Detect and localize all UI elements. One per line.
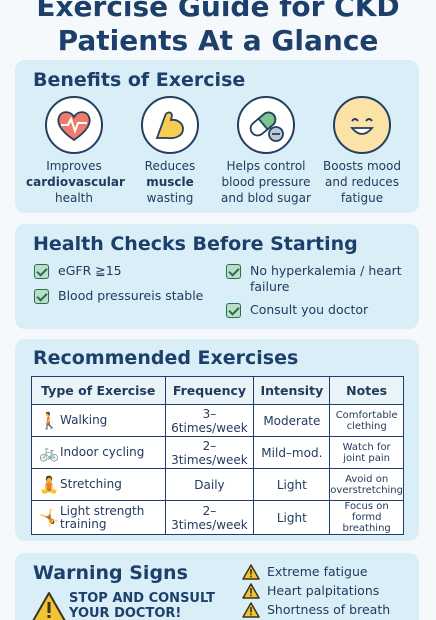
table-row: 🤸Light strength training 2–3times/week L… <box>31 500 404 535</box>
warning-icon <box>242 602 260 618</box>
check-egfr: eGFR ≧15 <box>58 263 122 278</box>
flexed-arm-icon <box>141 96 199 154</box>
warning-icon <box>242 583 260 599</box>
health-checks-heading: Health Checks Before Starting <box>33 233 358 255</box>
exercise-table: Type of Exercise Frequency Intensity Not… <box>31 376 404 535</box>
smiley-icon <box>333 96 391 154</box>
benefit-muscle: Reduces muscle wasting <box>122 96 218 206</box>
check-icon <box>226 303 241 318</box>
heart-pulse-icon <box>45 96 103 154</box>
stretching-icon: 🧘 <box>39 475 59 494</box>
title-line-2: Patients At a Glance <box>57 24 379 57</box>
bicycle-icon: 🚲 <box>39 443 59 462</box>
title-line-1: Exercise Guide for CKD <box>36 0 400 23</box>
warning-card: Warning Signs STOP AND CONSULT YOUR DOCT… <box>15 553 419 620</box>
warning-sign: Extreme fatigue <box>267 564 368 579</box>
benefit-mood: Boosts mood and reduces fatigue <box>314 96 410 206</box>
column-header: Notes <box>329 376 404 405</box>
column-header: Frequency <box>164 376 255 405</box>
page-title: Exercise Guide for CKD Patients At a Gla… <box>0 0 436 58</box>
pill-icon <box>237 96 295 154</box>
benefit-cardiovascular: Improves cardiovascular health <box>26 96 125 206</box>
table-row: 🚶Walking 3–6times/week Moderate Comforta… <box>31 404 404 437</box>
warning-icon <box>32 592 66 620</box>
warning-sign: Heart palpitations <box>267 583 380 598</box>
column-header: Intensity <box>253 376 331 405</box>
exercises-card: Recommended Exercises Type of Exercise F… <box>15 339 419 541</box>
warning-heading: Warning Signs <box>33 562 188 584</box>
column-header: Type of Exercise <box>31 376 166 405</box>
check-consult-doctor: Consult you doctor <box>250 302 369 317</box>
walking-icon: 🚶 <box>39 411 59 430</box>
check-blood-pressure: Blood pressureis stable <box>58 288 204 303</box>
table-row: 🧘Stretching Daily Light Avoid on overstr… <box>31 468 404 501</box>
exercises-heading: Recommended Exercises <box>33 347 299 369</box>
stop-message: STOP AND CONSULT YOUR DOCTOR! <box>69 591 215 620</box>
warning-sign: Shortness of breath <box>267 602 391 617</box>
table-row: 🚲Indoor cycling 2–3times/week Mild–mod. … <box>31 436 404 469</box>
check-icon <box>226 264 241 279</box>
table-header-row: Type of Exercise Frequency Intensity Not… <box>31 376 404 405</box>
check-icon <box>34 264 49 279</box>
check-icon <box>34 289 49 304</box>
benefits-heading: Benefits of Exercise <box>33 69 246 91</box>
benefit-blood-pressure: Helps control blood pressure and blod su… <box>218 96 314 206</box>
health-checks-card: Health Checks Before Starting eGFR ≧15 N… <box>15 224 419 329</box>
check-hyperkalemia: No hyperkalemia / heart failure <box>250 263 402 294</box>
benefits-card: Benefits of Exercise Improves cardiovasc… <box>15 60 419 213</box>
warning-icon <box>242 564 260 580</box>
strength-icon: 🤸 <box>39 508 59 527</box>
